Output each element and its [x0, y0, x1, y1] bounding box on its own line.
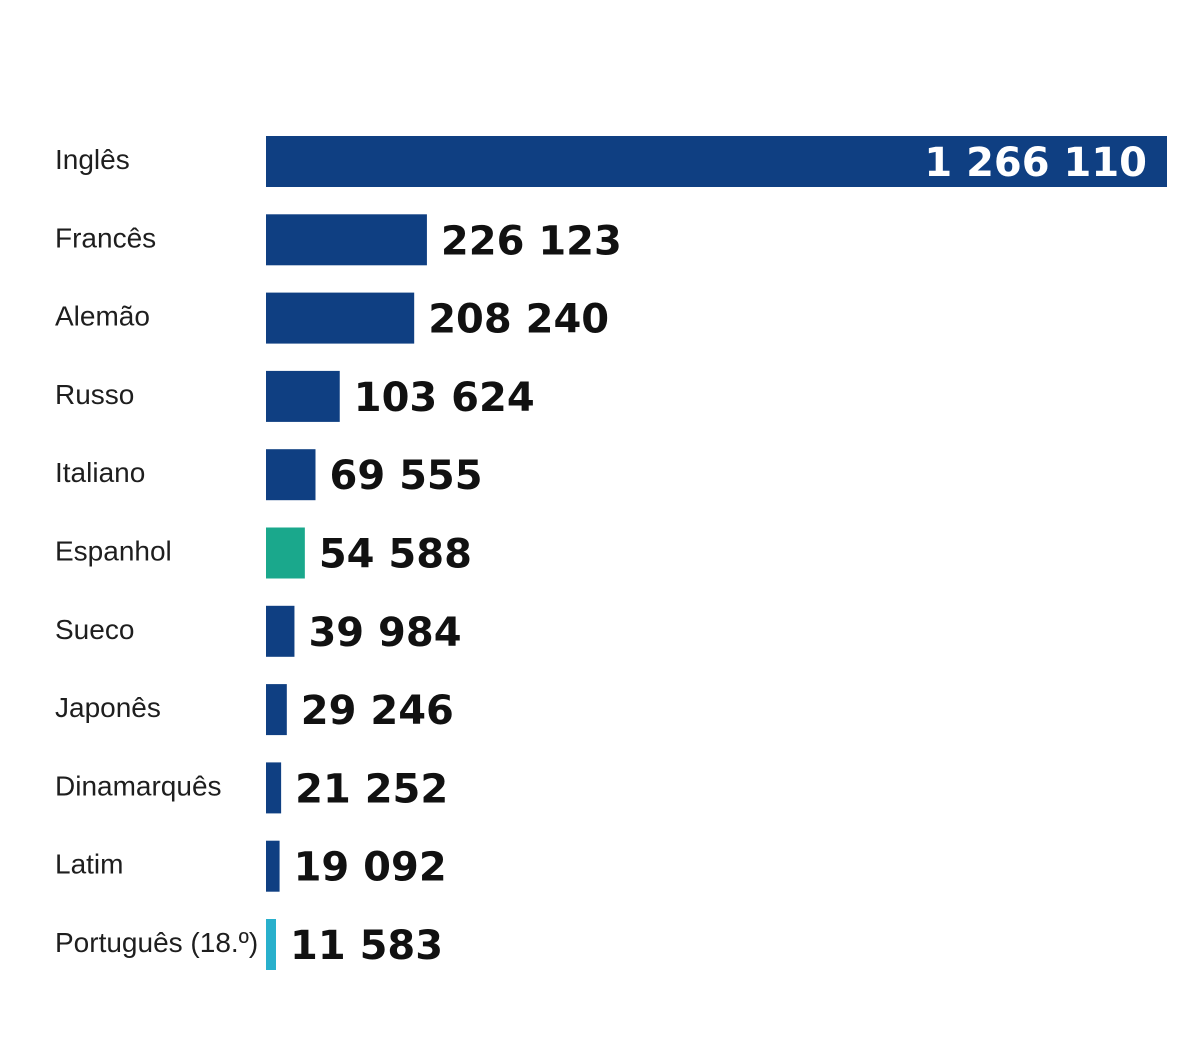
category-label: Francês: [55, 222, 156, 253]
category-label: Português (18.º): [55, 927, 258, 958]
category-label: Italiano: [55, 457, 145, 488]
bar: [266, 136, 1167, 187]
value-labels: 1 266 110 226 123 208 240 103 624 69 555 54 5…: [290, 140, 1147, 969]
value-label: 103 624: [354, 375, 535, 421]
value-label: 54 588: [319, 532, 472, 578]
category-label: Russo: [55, 379, 134, 410]
bar: [266, 292, 415, 344]
bar: [266, 840, 280, 892]
bar: [266, 684, 287, 736]
bar: [266, 214, 427, 266]
bars: [266, 136, 1167, 970]
bar: [266, 449, 316, 501]
value-label: 21 252: [295, 766, 448, 812]
value-label: 1 266 110: [924, 140, 1147, 186]
value-label: 11 583: [290, 923, 443, 969]
bar: [266, 370, 340, 422]
bar: [266, 919, 276, 970]
category-label: Latim: [55, 849, 123, 880]
bar: [266, 527, 305, 579]
value-label: 29 246: [301, 688, 454, 734]
value-label: 208 240: [428, 297, 609, 343]
value-label: 19 092: [294, 845, 447, 891]
bar: [266, 762, 282, 814]
category-label: Sueco: [55, 614, 134, 645]
category-label: Dinamarquês: [55, 770, 222, 801]
category-label: Inglês: [55, 144, 130, 175]
bar: [266, 605, 295, 657]
value-label: 226 123: [441, 218, 622, 264]
value-label: 69 555: [329, 453, 482, 499]
category-label: Alemão: [55, 301, 150, 332]
category-label: Espanhol: [55, 536, 172, 567]
category-label: Japonês: [55, 692, 161, 723]
category-labels: Inglês Francês Alemão Russo Italiano Espanhol…: [55, 144, 258, 958]
value-label: 39 984: [308, 610, 461, 656]
